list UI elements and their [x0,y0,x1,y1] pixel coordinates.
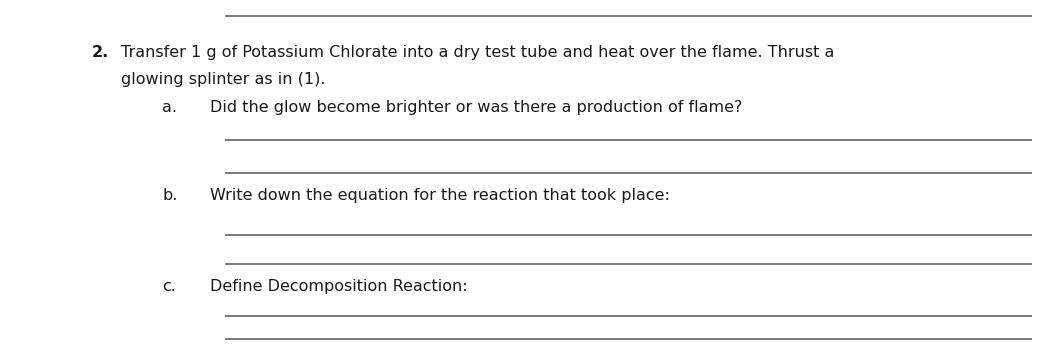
Text: Define Decomposition Reaction:: Define Decomposition Reaction: [210,279,467,294]
Text: Transfer 1 g of Potassium Chlorate into a dry test tube and heat over the flame.: Transfer 1 g of Potassium Chlorate into … [121,45,834,60]
Text: Did the glow become brighter or was there a production of flame?: Did the glow become brighter or was ther… [210,100,742,115]
Text: a.: a. [162,100,177,115]
Text: 2.: 2. [92,45,109,60]
Text: glowing splinter as in (1).: glowing splinter as in (1). [121,72,325,87]
Text: c.: c. [162,279,176,294]
Text: Write down the equation for the reaction that took place:: Write down the equation for the reaction… [210,188,670,203]
Text: b.: b. [162,188,178,203]
